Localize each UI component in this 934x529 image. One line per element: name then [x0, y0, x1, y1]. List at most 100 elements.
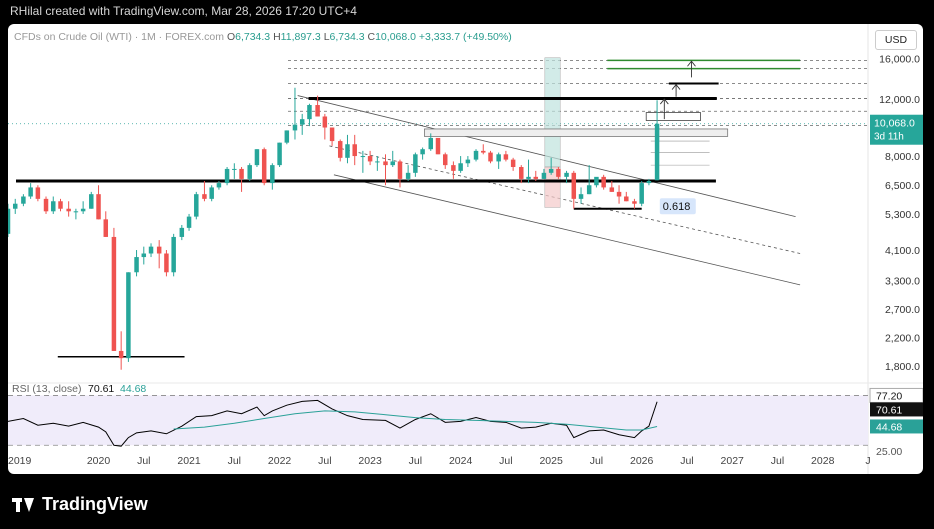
x-tick-label: Jul: [318, 455, 331, 467]
y-tick-label: 4,100.0: [885, 245, 920, 257]
tradingview-logo-icon: [12, 497, 36, 512]
candle-body: [277, 142, 282, 166]
candle-body: [639, 183, 644, 204]
candle-body: [564, 172, 569, 177]
x-tick-label: 2028: [811, 455, 835, 467]
candle-body: [503, 154, 509, 160]
candle-body: [284, 130, 290, 143]
rsi-axis-badge-text: 44.68: [876, 421, 902, 433]
y-tick-label: 2,200.0: [885, 333, 920, 345]
chart-panel[interactable]: 0.618 16,000.0 12,000.0 8,000.0 6,500.0 5,300…: [8, 24, 923, 474]
channel-lower-line: [333, 174, 801, 286]
fib-box-top: [424, 128, 729, 137]
x-tick-label: Jul: [228, 455, 241, 467]
y-tick-label: 6,500.0: [885, 180, 920, 192]
candle-body: [209, 187, 214, 199]
candle-body: [526, 176, 531, 179]
candle-body: [420, 149, 425, 155]
tradingview-brand: TradingView: [12, 494, 148, 515]
y-tick-label: 16,000.0: [879, 54, 920, 66]
candle-body: [51, 201, 56, 212]
candle-body: [148, 246, 154, 254]
x-tick-label: 2025: [539, 455, 563, 467]
candle-body: [43, 198, 49, 212]
attribution-header: RHilal created with TradingView.com, Mar…: [10, 4, 357, 18]
candle-body: [28, 187, 33, 197]
x-tick-label: 2026: [630, 455, 654, 467]
rsi-axis-badge-text: 70.61: [876, 404, 902, 416]
last-price-countdown: 3d 11h: [874, 132, 904, 143]
candle-body: [216, 183, 222, 188]
fib-label-bg: [659, 198, 696, 215]
candle-body: [126, 272, 131, 359]
candle-body: [292, 124, 298, 131]
candle-body: [118, 350, 124, 359]
fib-label-text: 0.618: [663, 201, 691, 213]
candle-body: [73, 211, 79, 213]
price-chart-svg[interactable]: 0.618 16,000.0 12,000.0 8,000.0 6,500.0 5,300…: [8, 24, 923, 474]
candle-body: [481, 150, 486, 153]
rsi-band: [8, 395, 868, 446]
candle-body: [390, 161, 395, 166]
rsi-axis-badge-text: 77.20: [876, 390, 902, 402]
x-tick-label: 2022: [268, 455, 292, 467]
x-tick-label: 2020: [87, 455, 111, 467]
candle-body: [352, 144, 357, 157]
candle-body: [232, 168, 237, 170]
candle-body: [261, 149, 267, 184]
arrow-up-3-head: [687, 60, 696, 67]
x-tick-label: 2019: [8, 455, 32, 467]
last-price-badge: [870, 114, 923, 145]
fib-label-group: 0.618: [659, 198, 696, 215]
candle-body: [405, 172, 411, 179]
rsi-axis-badge: [870, 419, 923, 434]
candle-body: [270, 165, 275, 184]
candle-body: [624, 196, 629, 202]
candle-body: [345, 144, 350, 158]
x-tick-label: Jul: [680, 455, 693, 467]
close-value: 10,068.0: [375, 31, 416, 43]
rsi-ma-value: 44.68: [120, 383, 146, 395]
candle-body: [141, 253, 147, 258]
high-label: H: [273, 31, 281, 43]
rsi-ma-line: [173, 410, 658, 431]
candle-body: [548, 168, 554, 173]
candle-body: [533, 176, 539, 179]
rsi-line: [8, 399, 658, 447]
candle-body: [179, 227, 185, 237]
candle-body: [609, 187, 615, 192]
candle-body: [435, 137, 441, 155]
x-tick-label: Jul: [771, 455, 784, 467]
y-tick-label: 3,300.0: [885, 276, 920, 288]
candle-body: [473, 150, 479, 160]
candle-body: [465, 159, 471, 164]
low-value: 6,734.3: [329, 31, 365, 43]
symbol-name: CFDs on Crude Oil (WTI) · 1M · FOREX.com: [14, 31, 225, 43]
x-tick-label: 2024: [449, 455, 473, 467]
candle-body: [519, 167, 524, 179]
candle-body: [134, 257, 139, 273]
candle-body: [247, 165, 252, 179]
x-tick-label: 2023: [358, 455, 382, 467]
candle-body: [66, 208, 71, 212]
candle-body: [616, 191, 622, 197]
candle-body: [451, 165, 456, 171]
candle-body: [556, 168, 561, 177]
rsi-label: RSI (13, close): [12, 383, 81, 395]
candle-body: [541, 172, 547, 179]
candle-body: [329, 127, 335, 142]
candle-body: [571, 172, 577, 199]
candle-body: [337, 141, 343, 158]
x-tick-label: Jul: [499, 455, 512, 467]
candle-body: [194, 194, 199, 217]
x-tick-label: J: [865, 455, 870, 467]
candle-body: [510, 159, 516, 168]
candle-body: [496, 154, 501, 162]
currency-button[interactable]: USD: [875, 30, 917, 50]
candle-body: [413, 154, 418, 173]
range-box-lower: [544, 166, 561, 208]
candle-body: [202, 194, 207, 199]
candle-body: [21, 196, 26, 204]
candle-body: [156, 246, 162, 254]
change-value: +3,333.7 (+49.50%): [418, 31, 512, 43]
